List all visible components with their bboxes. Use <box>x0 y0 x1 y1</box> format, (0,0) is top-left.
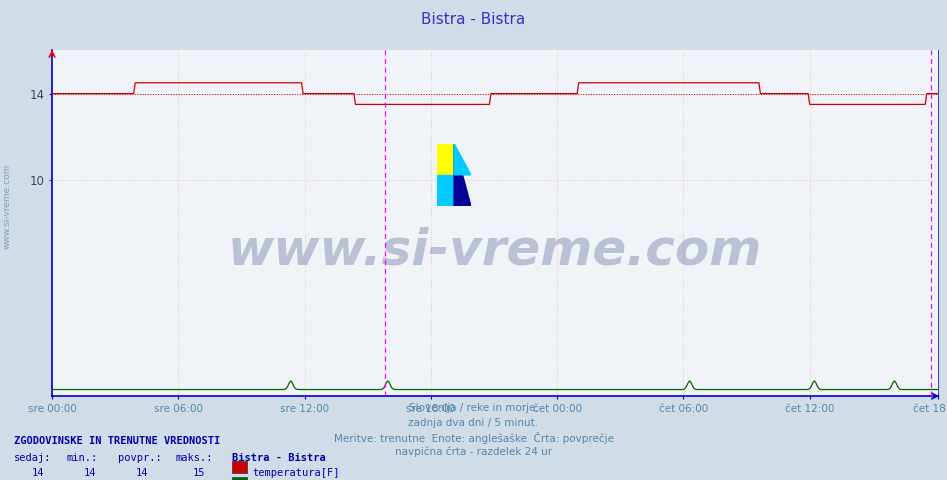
Polygon shape <box>454 144 471 206</box>
Bar <box>438 144 454 175</box>
Polygon shape <box>454 144 471 175</box>
Text: Slovenija / reke in morje.: Slovenija / reke in morje. <box>408 403 539 413</box>
Text: navpična črta - razdelek 24 ur: navpična črta - razdelek 24 ur <box>395 446 552 457</box>
Text: min.:: min.: <box>66 453 98 463</box>
Text: ZGODOVINSKE IN TRENUTNE VREDNOSTI: ZGODOVINSKE IN TRENUTNE VREDNOSTI <box>14 436 221 446</box>
Text: www.si-vreme.com: www.si-vreme.com <box>227 227 762 275</box>
Text: Bistra - Bistra: Bistra - Bistra <box>421 12 526 27</box>
Text: maks.:: maks.: <box>175 453 213 463</box>
Text: 14: 14 <box>136 468 149 479</box>
Text: zadnja dva dni / 5 minut.: zadnja dva dni / 5 minut. <box>408 418 539 428</box>
Text: www.si-vreme.com: www.si-vreme.com <box>2 164 11 249</box>
Text: Meritve: trenutne  Enote: anglešaške  Črta: povprečje: Meritve: trenutne Enote: anglešaške Črta… <box>333 432 614 444</box>
Text: 14: 14 <box>84 468 97 479</box>
Text: sedaj:: sedaj: <box>14 453 52 463</box>
Polygon shape <box>438 175 454 206</box>
Text: temperatura[F]: temperatura[F] <box>253 468 340 479</box>
Text: povpr.:: povpr.: <box>118 453 162 463</box>
Text: Bistra - Bistra: Bistra - Bistra <box>232 453 326 463</box>
Text: 15: 15 <box>193 468 205 479</box>
Text: 14: 14 <box>32 468 45 479</box>
